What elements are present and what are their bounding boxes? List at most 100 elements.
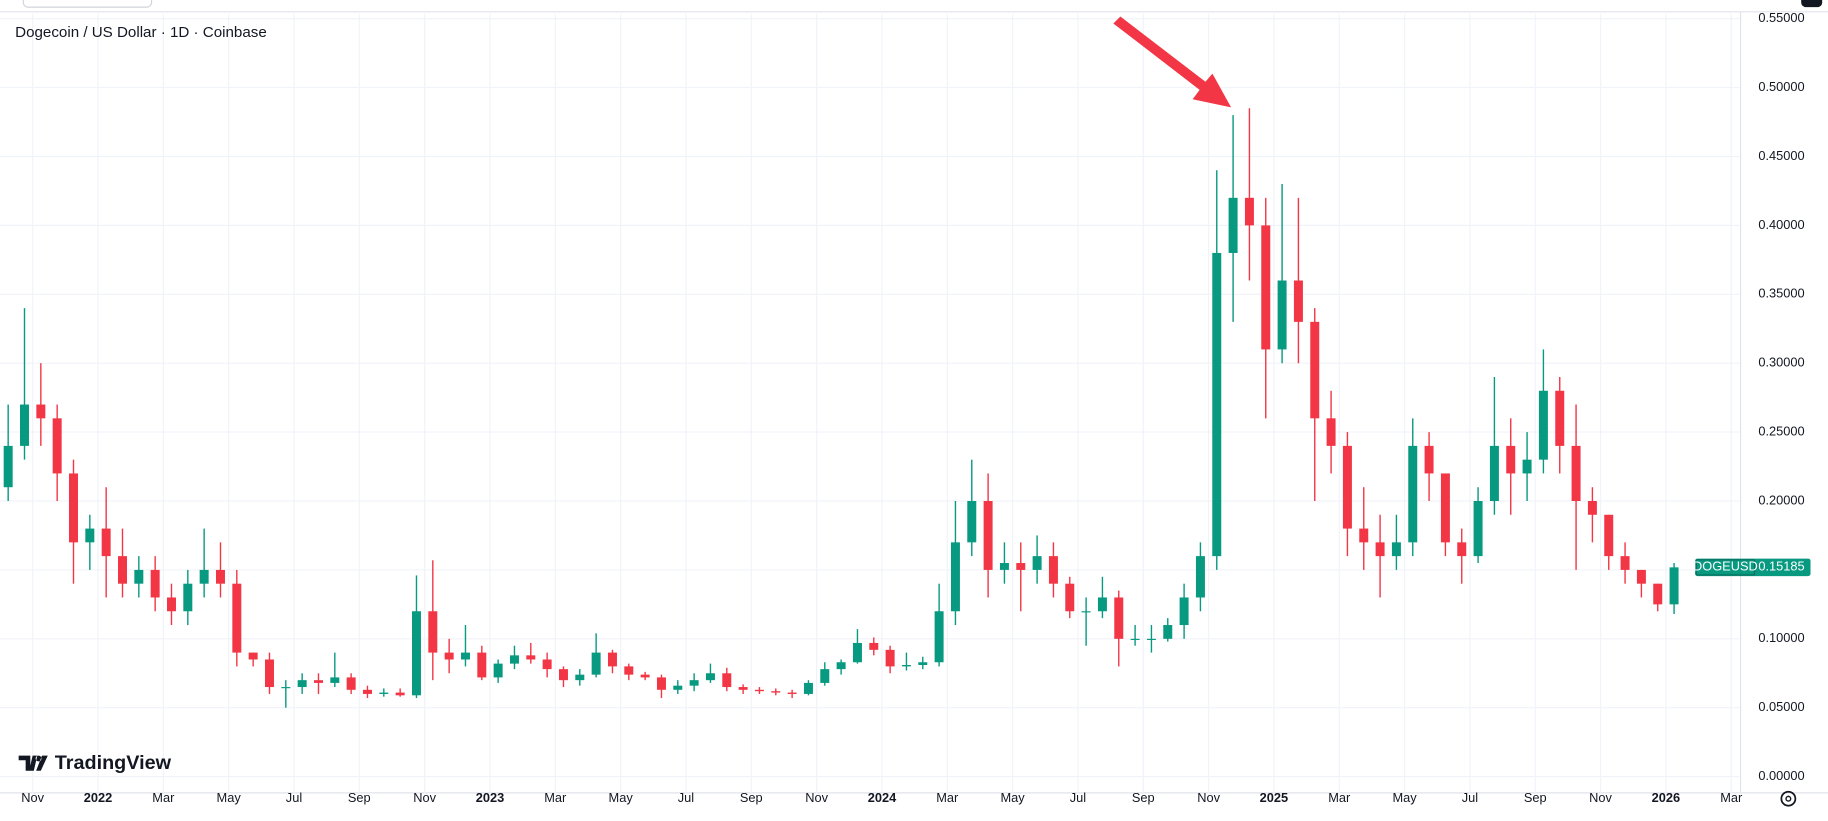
x-tick-label: Sep bbox=[348, 790, 371, 805]
candle-body bbox=[215, 569, 225, 584]
y-tick-label: 0.00000 bbox=[1758, 768, 1804, 783]
candle-body bbox=[85, 528, 95, 543]
y-tick-label: 0.20000 bbox=[1758, 492, 1804, 507]
last-price-name-box bbox=[1695, 559, 1756, 576]
x-tick-label: May bbox=[1392, 790, 1417, 805]
candle-body bbox=[1261, 225, 1271, 350]
candle-body bbox=[69, 473, 78, 543]
candle-body bbox=[624, 666, 634, 675]
x-tick-label: Mar bbox=[152, 790, 175, 805]
candle-body bbox=[869, 642, 879, 650]
candle-body bbox=[166, 597, 176, 612]
candle-body bbox=[1048, 556, 1058, 584]
logo-text: TradingView bbox=[55, 752, 172, 774]
y-tick-label: 0.50000 bbox=[1758, 79, 1804, 94]
candle-body bbox=[248, 652, 258, 660]
candle-body bbox=[362, 689, 372, 694]
candle-body bbox=[1408, 445, 1418, 543]
x-tick-label: 2025 bbox=[1260, 790, 1289, 805]
candle-body bbox=[330, 677, 340, 683]
candle-body bbox=[1424, 445, 1434, 474]
candle-body bbox=[803, 682, 813, 694]
candle-body bbox=[199, 569, 209, 584]
candle-body bbox=[1604, 514, 1614, 557]
candle-body bbox=[1359, 528, 1369, 543]
x-tick-label: 2024 bbox=[868, 790, 897, 805]
candle-body bbox=[852, 642, 862, 663]
settings-icon[interactable] bbox=[1780, 790, 1797, 807]
candle-body bbox=[836, 662, 846, 670]
candle-body bbox=[885, 649, 895, 667]
candle-body bbox=[346, 677, 356, 690]
x-tick-label: Sep bbox=[1132, 790, 1155, 805]
candle-body bbox=[460, 652, 470, 660]
candle-body bbox=[526, 655, 536, 660]
candle-body bbox=[1636, 569, 1646, 584]
candle-body bbox=[313, 680, 323, 683]
settings-gear-center bbox=[1785, 795, 1792, 802]
last-price-name: DOGEUSD bbox=[1693, 559, 1758, 574]
candle-body bbox=[1538, 390, 1548, 460]
y-tick-label: 0.35000 bbox=[1758, 286, 1804, 301]
candle-body bbox=[1097, 597, 1107, 612]
candle-body bbox=[1457, 542, 1467, 557]
toolbar-button[interactable] bbox=[22, 0, 153, 8]
candle-body bbox=[787, 692, 797, 694]
candle-body bbox=[918, 662, 928, 665]
x-tick-label: May bbox=[609, 790, 634, 805]
candle-body bbox=[1016, 563, 1026, 570]
candle-body bbox=[1506, 445, 1516, 474]
settings-gear[interactable] bbox=[1780, 790, 1797, 807]
candle-body bbox=[1310, 321, 1320, 419]
candle-body bbox=[722, 673, 732, 688]
candle-body bbox=[1228, 197, 1238, 253]
candle-body bbox=[52, 418, 62, 474]
candle-body bbox=[183, 583, 193, 612]
logo: TradingView bbox=[18, 752, 172, 774]
candle-body bbox=[983, 501, 993, 570]
candle-body bbox=[297, 680, 307, 688]
candle-body bbox=[1065, 583, 1075, 612]
candle-body bbox=[101, 528, 111, 557]
candle-body bbox=[1114, 597, 1124, 639]
candle-body bbox=[493, 663, 503, 678]
candle-body bbox=[444, 652, 454, 660]
candle-body bbox=[934, 611, 944, 663]
candle-body bbox=[1342, 445, 1352, 529]
candle-body bbox=[379, 692, 389, 694]
y-tick-label: 0.40000 bbox=[1758, 217, 1804, 232]
candle-body bbox=[281, 687, 291, 689]
candle-body bbox=[1473, 501, 1483, 557]
candle-body bbox=[967, 501, 977, 543]
candle-body bbox=[1326, 418, 1336, 446]
y-tick-label: 0.10000 bbox=[1758, 630, 1804, 645]
candle-body bbox=[3, 445, 13, 488]
candle-body bbox=[656, 677, 666, 690]
x-tick-label: Jul bbox=[286, 790, 302, 805]
x-tick-label: Nov bbox=[413, 790, 436, 805]
candle-body bbox=[1081, 611, 1091, 613]
x-tick-label: May bbox=[217, 790, 242, 805]
x-tick-label: Sep bbox=[1524, 790, 1547, 805]
candle-body bbox=[1163, 625, 1173, 639]
candle-body bbox=[640, 674, 650, 678]
grid bbox=[0, 14, 1740, 793]
x-tick-label: Sep bbox=[740, 790, 763, 805]
x-tick-label: May bbox=[1000, 790, 1025, 805]
chart-title: Dogecoin / US Dollar · 1D · Coinbase bbox=[15, 24, 267, 41]
candle-body bbox=[1130, 638, 1140, 640]
candle-body bbox=[264, 659, 274, 688]
y-tick-label: 0.05000 bbox=[1758, 699, 1804, 714]
candle-body bbox=[118, 556, 127, 584]
candle-body bbox=[1146, 638, 1156, 640]
candle-body bbox=[999, 563, 1009, 570]
candle-body bbox=[1195, 556, 1205, 598]
candle-body bbox=[134, 569, 144, 584]
candle-body bbox=[395, 692, 405, 696]
candle-body bbox=[607, 652, 617, 667]
y-tick-label: 0.30000 bbox=[1758, 355, 1804, 370]
toolbar bbox=[0, 0, 1828, 13]
toolbar-button[interactable] bbox=[1801, 0, 1823, 8]
